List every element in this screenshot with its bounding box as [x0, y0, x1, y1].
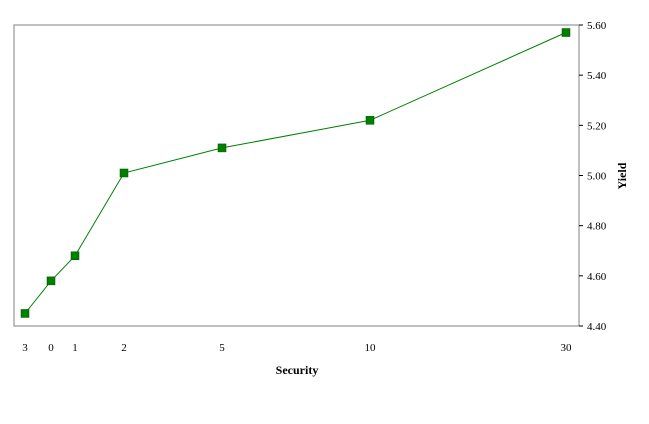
data-point-marker	[46, 276, 56, 286]
y-tick-label: 4.60	[587, 271, 607, 283]
x-tick-label: 2	[121, 342, 127, 354]
x-tick-label: 3	[22, 342, 28, 354]
x-tick-label: 0	[48, 342, 54, 354]
x-tick-label: 5	[219, 342, 225, 354]
data-point-marker	[561, 28, 571, 37]
x-tick-label: 30	[561, 342, 573, 354]
y-axis-title: Yield	[615, 162, 629, 189]
y-tick-label: 4.80	[587, 221, 607, 233]
data-point-marker	[365, 116, 375, 125]
data-point-marker	[20, 309, 30, 318]
x-tick-label: 1	[72, 342, 78, 354]
y-tick-label: 5.00	[587, 171, 607, 183]
y-tick-label: 5.40	[587, 70, 607, 82]
y-tick-label: 5.60	[587, 20, 607, 32]
x-axis-ticks: 3 0 1 2 5 10 30	[22, 342, 572, 354]
x-axis-title: Security	[276, 363, 319, 377]
data-point-marker	[217, 143, 227, 153]
y-axis-ticks: 4.40 4.60 4.80 5.00 5.20 5.40 5.60	[579, 20, 607, 333]
data-point-marker	[119, 168, 129, 178]
plot-area	[13, 24, 580, 327]
y-tick-label: 5.20	[587, 120, 607, 132]
data-point-marker	[70, 251, 80, 261]
x-tick-label: 10	[365, 342, 377, 354]
series-layer	[20, 28, 571, 318]
y-tick-label: 4.40	[587, 321, 607, 333]
